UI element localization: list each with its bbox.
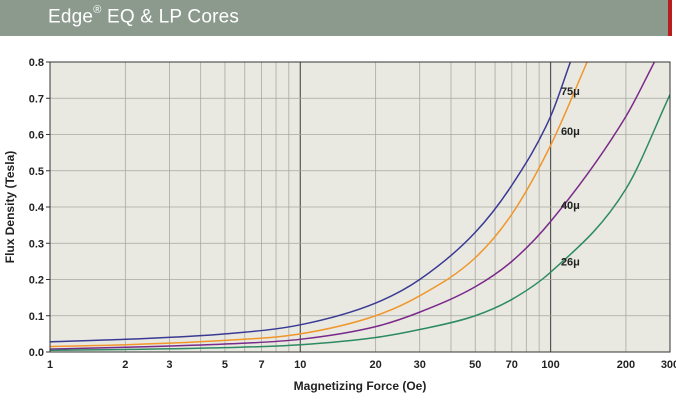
curve-label: 40μ bbox=[561, 200, 580, 212]
x-tick-label: 50 bbox=[469, 359, 481, 371]
x-tick-label: 100 bbox=[541, 359, 559, 371]
x-axis-label: Magnetizing Force (Oe) bbox=[294, 379, 427, 393]
curve-label: 75μ bbox=[561, 86, 580, 98]
series-line-26μ bbox=[50, 94, 670, 351]
page-title: Edge® EQ & LP Cores bbox=[48, 4, 240, 28]
x-tick-label: 200 bbox=[617, 359, 635, 371]
y-tick-label: 0.6 bbox=[29, 130, 44, 142]
y-tick-label: 0.8 bbox=[29, 57, 44, 69]
x-tick-label: 10 bbox=[294, 359, 306, 371]
banner-accent bbox=[668, 0, 672, 36]
x-tick-label: 300 bbox=[661, 359, 676, 371]
x-tick-label: 7 bbox=[258, 359, 264, 371]
x-tick-label: 20 bbox=[370, 359, 382, 371]
x-tick-label: 30 bbox=[414, 359, 426, 371]
x-tick-label: 5 bbox=[222, 359, 228, 371]
series-line-40μ bbox=[50, 62, 656, 350]
x-tick-label: 70 bbox=[506, 359, 518, 371]
y-tick-label: 0.2 bbox=[29, 275, 44, 287]
x-tick-label: 3 bbox=[166, 359, 172, 371]
y-tick-label: 0.1 bbox=[29, 311, 44, 323]
curve-label: 60μ bbox=[561, 126, 580, 138]
header-banner: Edge® EQ & LP Cores bbox=[0, 0, 672, 36]
curve-label: 26μ bbox=[561, 256, 580, 268]
y-tick-label: 0.5 bbox=[29, 166, 44, 178]
x-tick-label: 2 bbox=[122, 359, 128, 371]
y-tick-label: 0.3 bbox=[29, 238, 44, 250]
y-tick-label: 0.0 bbox=[29, 347, 44, 359]
y-tick-label: 0.7 bbox=[29, 93, 44, 105]
series-line-75μ bbox=[50, 62, 572, 343]
y-tick-label: 0.4 bbox=[29, 202, 45, 214]
x-tick-label: 1 bbox=[47, 359, 53, 371]
y-axis-label: Flux Density (Tesla) bbox=[3, 151, 17, 263]
series-line-60μ bbox=[50, 62, 588, 348]
